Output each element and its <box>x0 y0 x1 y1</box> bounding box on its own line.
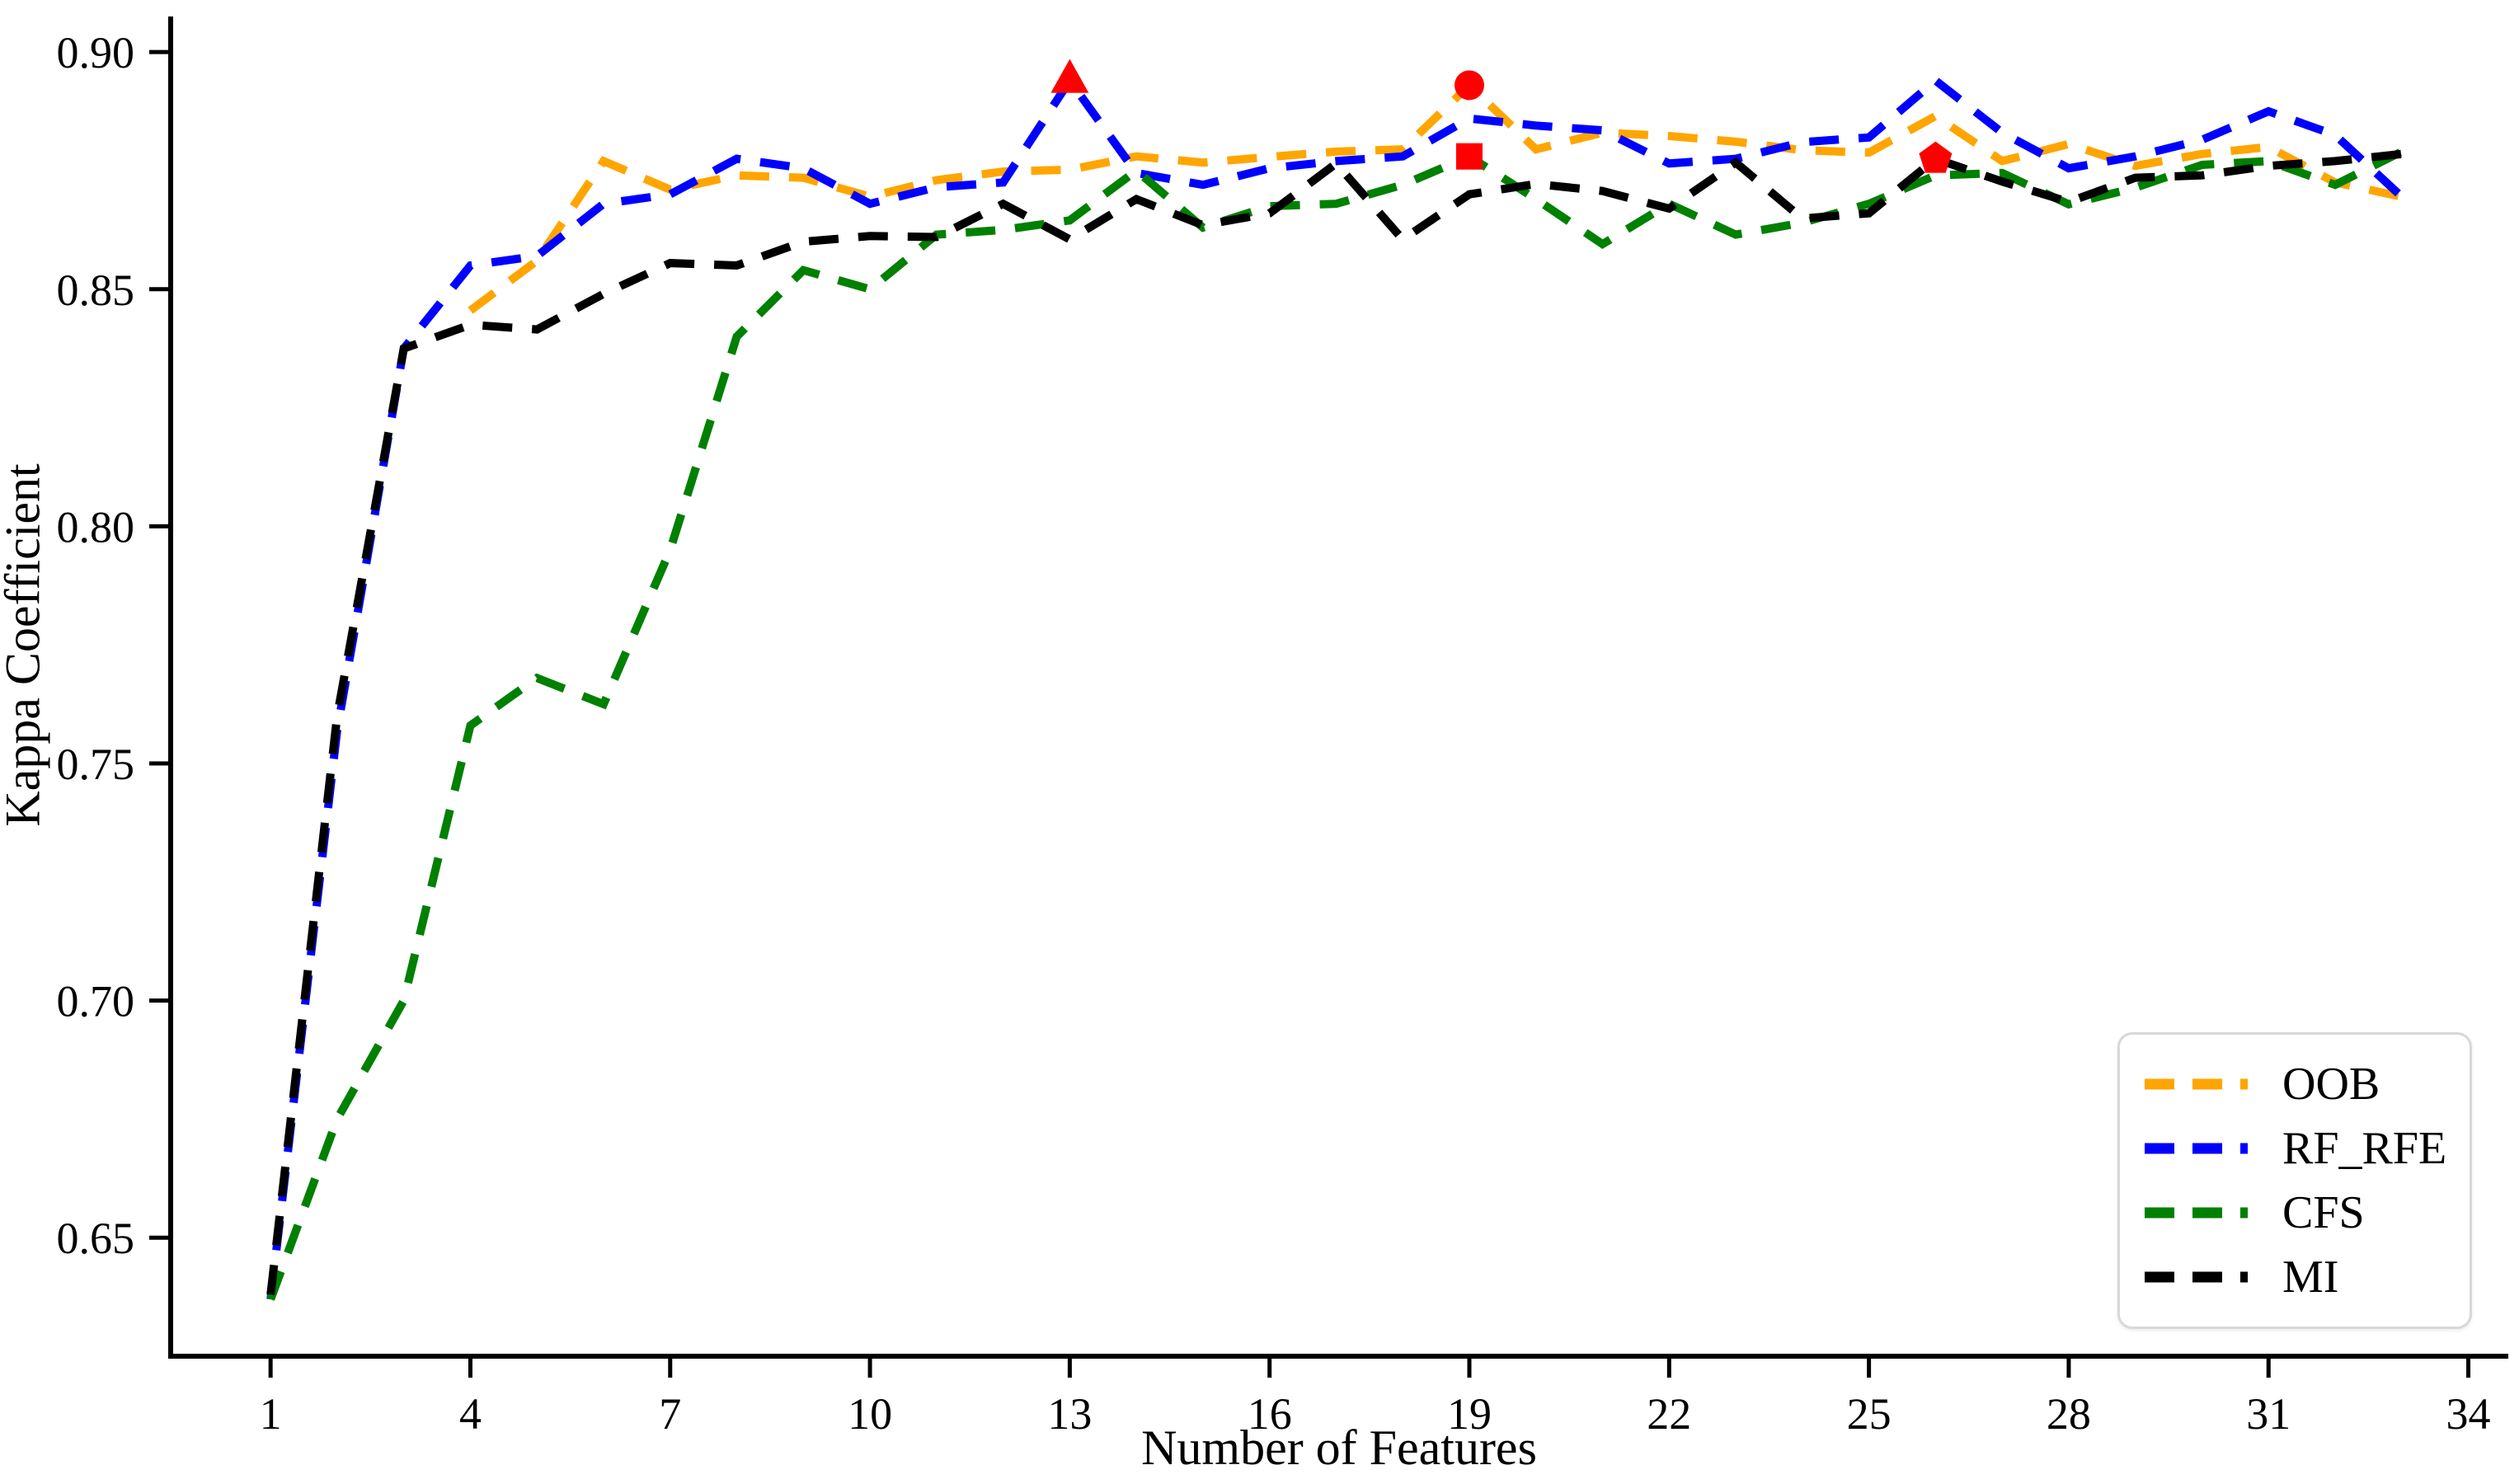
series-line-RF_RFE <box>266 73 2405 1300</box>
legend-dash-mi-icon <box>2145 1271 2248 1283</box>
peak-marker-pentagon <box>1919 141 1953 173</box>
x-tick-label: 28 <box>2047 1389 2091 1439</box>
x-tick-label: 7 <box>659 1389 681 1439</box>
x-tick-label: 1 <box>260 1389 282 1439</box>
y-tick-label: 0.75 <box>57 740 135 789</box>
y-tick-label: 0.90 <box>57 28 135 77</box>
legend-label-oob: OOB <box>2282 1059 2380 1110</box>
x-tick-label: 16 <box>1248 1389 1292 1439</box>
legend-item-rf-rfe: RF_RFE <box>2145 1123 2447 1174</box>
x-tick-label: 19 <box>1447 1389 1492 1439</box>
legend-item-oob: OOB <box>2145 1061 2445 1107</box>
legend-label-rf-rfe: RF_RFE <box>2282 1123 2447 1174</box>
x-tick-label: 22 <box>1647 1389 1691 1439</box>
peak-marker-circle <box>1455 70 1484 101</box>
series-line-MI <box>266 149 2403 1295</box>
x-tick-label: 10 <box>848 1389 892 1439</box>
x-tick-label: 4 <box>459 1389 482 1439</box>
y-tick-label: 0.80 <box>57 502 135 552</box>
x-axis-title: Number of Features <box>1141 1421 1537 1475</box>
legend-dash-rf-rfe-icon <box>2145 1143 2248 1154</box>
x-tick-label: 31 <box>2246 1389 2291 1439</box>
legend-item-cfs: CFS <box>2145 1190 2445 1236</box>
y-tick-label: 0.70 <box>57 977 135 1026</box>
x-tick-label: 25 <box>1847 1389 1892 1439</box>
x-tick-label: 34 <box>2446 1389 2491 1439</box>
legend: OOB RF_RFE CFS MI <box>2117 1032 2472 1329</box>
legend-label-cfs: CFS <box>2282 1187 2365 1238</box>
legend-dash-cfs-icon <box>2145 1207 2248 1219</box>
y-tick-label: 0.65 <box>57 1214 135 1263</box>
peak-marker-triangle <box>1050 59 1089 93</box>
series-line-CFS <box>266 148 2404 1301</box>
legend-label-mi: MI <box>2282 1252 2339 1303</box>
y-axis-title: Kappa Coefficient <box>0 463 50 827</box>
y-tick-label: 0.85 <box>57 265 135 315</box>
peak-marker-square <box>1456 143 1483 170</box>
legend-dash-oob-icon <box>2145 1078 2248 1090</box>
x-tick-label: 13 <box>1047 1389 1092 1439</box>
series-line-OOB <box>468 79 2403 314</box>
legend-item-mi: MI <box>2145 1254 2445 1300</box>
